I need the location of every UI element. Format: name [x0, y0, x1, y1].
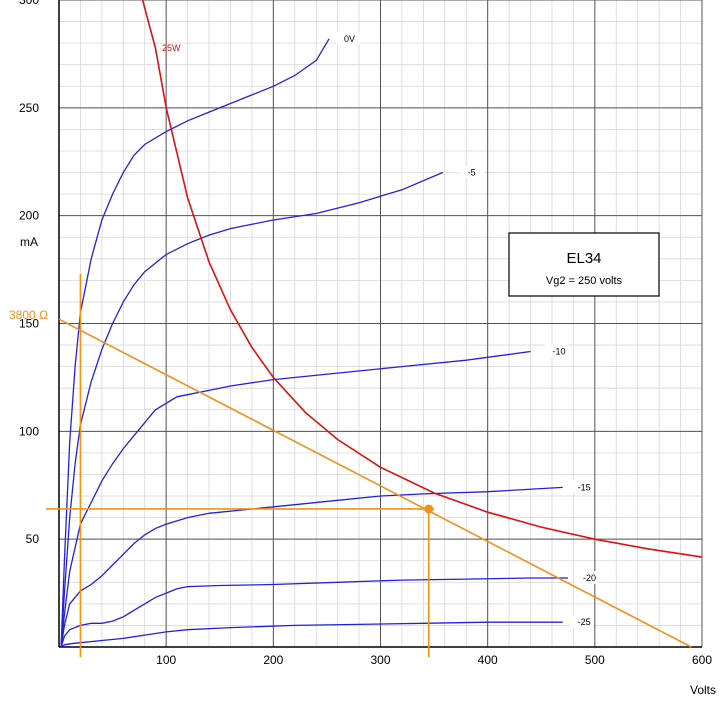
tick-labels: 100 200 300 400 500 600 50 100 150 200 250 300: [19, 0, 712, 667]
plate-curve: [60, 350, 531, 648]
x-tick-label: 400: [478, 653, 498, 667]
curve-label: 0V: [344, 34, 355, 44]
y-tick-label: 250: [19, 101, 39, 115]
curve-label: -5: [468, 168, 476, 178]
curve-label: -25: [578, 617, 591, 627]
y-axis-label: mA: [20, 235, 38, 249]
x-tick-label: 600: [692, 653, 712, 667]
x-tick-label: 500: [585, 653, 605, 667]
plate-curve: [60, 577, 568, 648]
curve-label-bg: [544, 344, 569, 358]
curve-label-bg: [569, 480, 594, 494]
curve-label: -10: [553, 347, 566, 357]
axes: [58, 0, 702, 648]
curve-label: -15: [578, 482, 591, 492]
x-tick-label: 100: [156, 653, 176, 667]
load-line: [58, 318, 692, 648]
x-axis-label: Volts: [690, 683, 716, 697]
y-tick-label: 100: [19, 424, 39, 438]
y-tick-label: 200: [19, 209, 39, 223]
title-box: EL34 Vg2 = 250 volts: [508, 232, 660, 297]
annotations: 0V -5 -10 -15 -20 -25 25W 3800 Ω: [9, 31, 600, 657]
chart-title: EL34: [566, 250, 601, 267]
curve-label: -20: [583, 573, 596, 583]
curves: [58, 0, 703, 648]
plate-curve: [60, 486, 563, 648]
power-curve: [141, 0, 703, 558]
x-tick-label: 200: [263, 653, 283, 667]
curve-label-bg: [569, 615, 594, 629]
y-tick-label: 50: [26, 532, 40, 546]
plate-curve: [60, 38, 330, 648]
curve-label-bg: [575, 570, 600, 584]
curve-label-bg: [459, 165, 484, 179]
curve-label-bg: [336, 31, 361, 45]
operating-point-dot: [424, 504, 434, 514]
chart-subtitle: Vg2 = 250 volts: [546, 275, 623, 287]
power-curve-label: 25W: [162, 43, 181, 53]
plate-curve: [60, 171, 443, 648]
x-tick-label: 300: [370, 653, 390, 667]
y-tick-label: 300: [19, 0, 39, 7]
load-line-label: 3800 Ω: [9, 308, 48, 322]
y-tick-label: 150: [19, 317, 39, 331]
plate-curve: [60, 621, 563, 648]
